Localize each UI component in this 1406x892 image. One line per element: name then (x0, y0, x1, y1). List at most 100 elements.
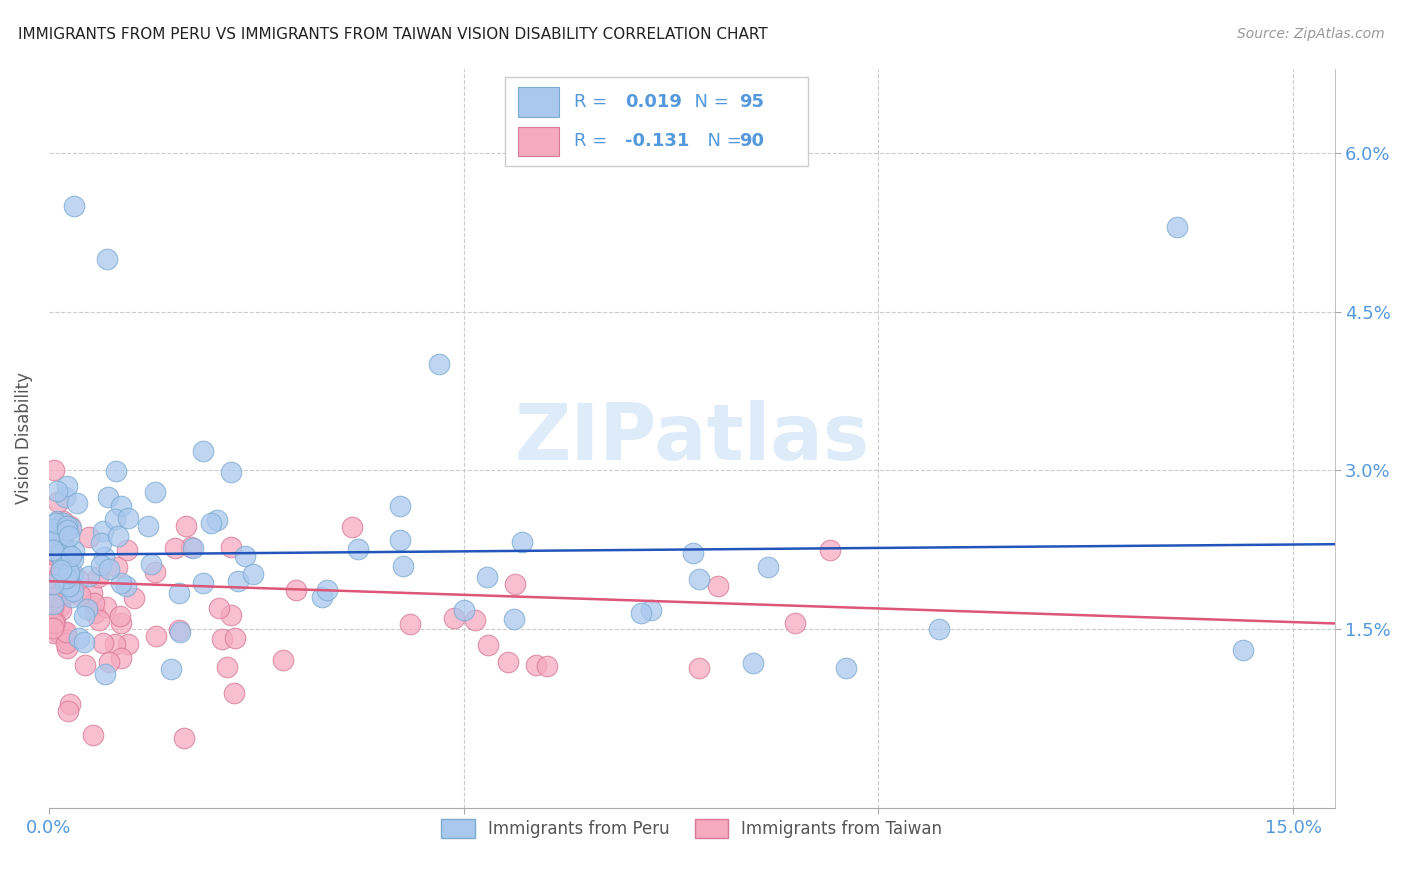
Immigrants from Peru (110, 499, 132, 513)
Immigrants from Peru (63, 199, 86, 213)
Text: 90: 90 (740, 132, 765, 151)
Immigrants from Peru (53, 541, 76, 556)
Immigrants from Taiwan (117, 637, 139, 651)
Immigrants from Peru (1232, 643, 1254, 657)
Text: -0.131: -0.131 (626, 132, 689, 151)
Immigrants from Taiwan (49, 566, 72, 580)
Immigrants from Taiwan (174, 518, 197, 533)
Immigrants from Peru (49, 547, 72, 561)
Legend: Immigrants from Peru, Immigrants from Taiwan: Immigrants from Peru, Immigrants from Ta… (434, 812, 949, 845)
Immigrants from Taiwan (169, 623, 191, 637)
Immigrants from Peru (682, 546, 704, 560)
Immigrants from Taiwan (536, 659, 558, 673)
Immigrants from Peru (391, 559, 413, 574)
Immigrants from Taiwan (104, 638, 127, 652)
Immigrants from Peru (53, 490, 76, 504)
Immigrants from Taiwan (110, 651, 132, 665)
Immigrants from Peru (53, 577, 76, 591)
Immigrants from Taiwan (75, 658, 97, 673)
Immigrants from Taiwan (399, 617, 422, 632)
Immigrants from Taiwan (56, 586, 79, 600)
FancyBboxPatch shape (519, 127, 560, 156)
Immigrants from Taiwan (48, 599, 70, 614)
Immigrants from Taiwan (46, 625, 69, 640)
Immigrants from Taiwan (67, 572, 90, 586)
Immigrants from Taiwan (273, 653, 295, 667)
Immigrants from Peru (160, 662, 183, 676)
Immigrants from Taiwan (110, 608, 132, 623)
Text: 0.019: 0.019 (626, 94, 682, 112)
Immigrants from Peru (46, 484, 69, 499)
Immigrants from Peru (453, 603, 475, 617)
Y-axis label: Vision Disability: Vision Disability (15, 373, 32, 505)
Immigrants from Taiwan (55, 626, 77, 640)
Immigrants from Taiwan (87, 613, 110, 627)
Immigrants from Peru (316, 583, 339, 598)
Immigrants from Taiwan (180, 540, 202, 554)
Immigrants from Peru (56, 479, 79, 493)
Immigrants from Taiwan (477, 638, 499, 652)
Immigrants from Peru (55, 572, 77, 586)
Immigrants from Peru (105, 464, 128, 478)
Immigrants from Peru (42, 525, 65, 540)
Immigrants from Peru (167, 586, 190, 600)
Immigrants from Taiwan (82, 728, 104, 742)
Immigrants from Taiwan (60, 577, 83, 591)
Immigrants from Taiwan (42, 625, 65, 640)
Immigrants from Taiwan (44, 582, 66, 597)
Immigrants from Peru (73, 635, 96, 649)
Immigrants from Taiwan (496, 655, 519, 669)
Immigrants from Peru (42, 598, 65, 612)
Immigrants from Taiwan (464, 613, 486, 627)
Immigrants from Peru (181, 541, 204, 555)
Immigrants from Peru (90, 558, 112, 572)
Immigrants from Taiwan (42, 621, 65, 635)
Immigrants from Peru (72, 609, 94, 624)
Immigrants from Peru (90, 536, 112, 550)
Immigrants from Taiwan (165, 541, 187, 556)
Immigrants from Peru (503, 612, 526, 626)
Immigrants from Taiwan (217, 659, 239, 673)
Text: R =: R = (574, 94, 613, 112)
Text: 95: 95 (740, 94, 765, 112)
Immigrants from Taiwan (173, 731, 195, 745)
Text: N =: N = (696, 132, 747, 151)
Immigrants from Peru (191, 444, 214, 458)
Immigrants from Peru (91, 524, 114, 538)
Immigrants from Peru (688, 572, 710, 586)
Immigrants from Peru (45, 516, 67, 530)
Immigrants from Peru (136, 518, 159, 533)
Immigrants from Peru (56, 571, 79, 585)
Text: N =: N = (683, 94, 734, 112)
Immigrants from Taiwan (49, 603, 72, 617)
Immigrants from Taiwan (284, 583, 307, 598)
Immigrants from Peru (62, 584, 84, 599)
Immigrants from Taiwan (52, 514, 75, 528)
Immigrants from Taiwan (53, 548, 76, 562)
Immigrants from Taiwan (42, 582, 65, 597)
Immigrants from Peru (59, 521, 82, 535)
Immigrants from Peru (510, 535, 533, 549)
Immigrants from Peru (52, 516, 75, 530)
Immigrants from Taiwan (340, 520, 363, 534)
Immigrants from Peru (56, 523, 79, 537)
Immigrants from Peru (139, 557, 162, 571)
Immigrants from Peru (107, 529, 129, 543)
Immigrants from Peru (58, 579, 80, 593)
Text: Source: ZipAtlas.com: Source: ZipAtlas.com (1237, 27, 1385, 41)
Immigrants from Taiwan (45, 577, 67, 591)
Immigrants from Taiwan (69, 588, 91, 602)
Immigrants from Peru (45, 514, 67, 528)
Immigrants from Taiwan (219, 607, 242, 622)
Immigrants from Taiwan (96, 599, 118, 614)
Immigrants from Taiwan (59, 519, 82, 533)
Immigrants from Taiwan (55, 625, 77, 640)
Immigrants from Taiwan (208, 601, 231, 615)
Immigrants from Peru (193, 575, 215, 590)
Immigrants from Peru (42, 534, 65, 549)
Immigrants from Peru (742, 656, 765, 670)
Immigrants from Peru (58, 566, 80, 580)
Immigrants from Taiwan (443, 611, 465, 625)
Immigrants from Peru (51, 563, 73, 577)
Immigrants from Peru (56, 546, 79, 560)
